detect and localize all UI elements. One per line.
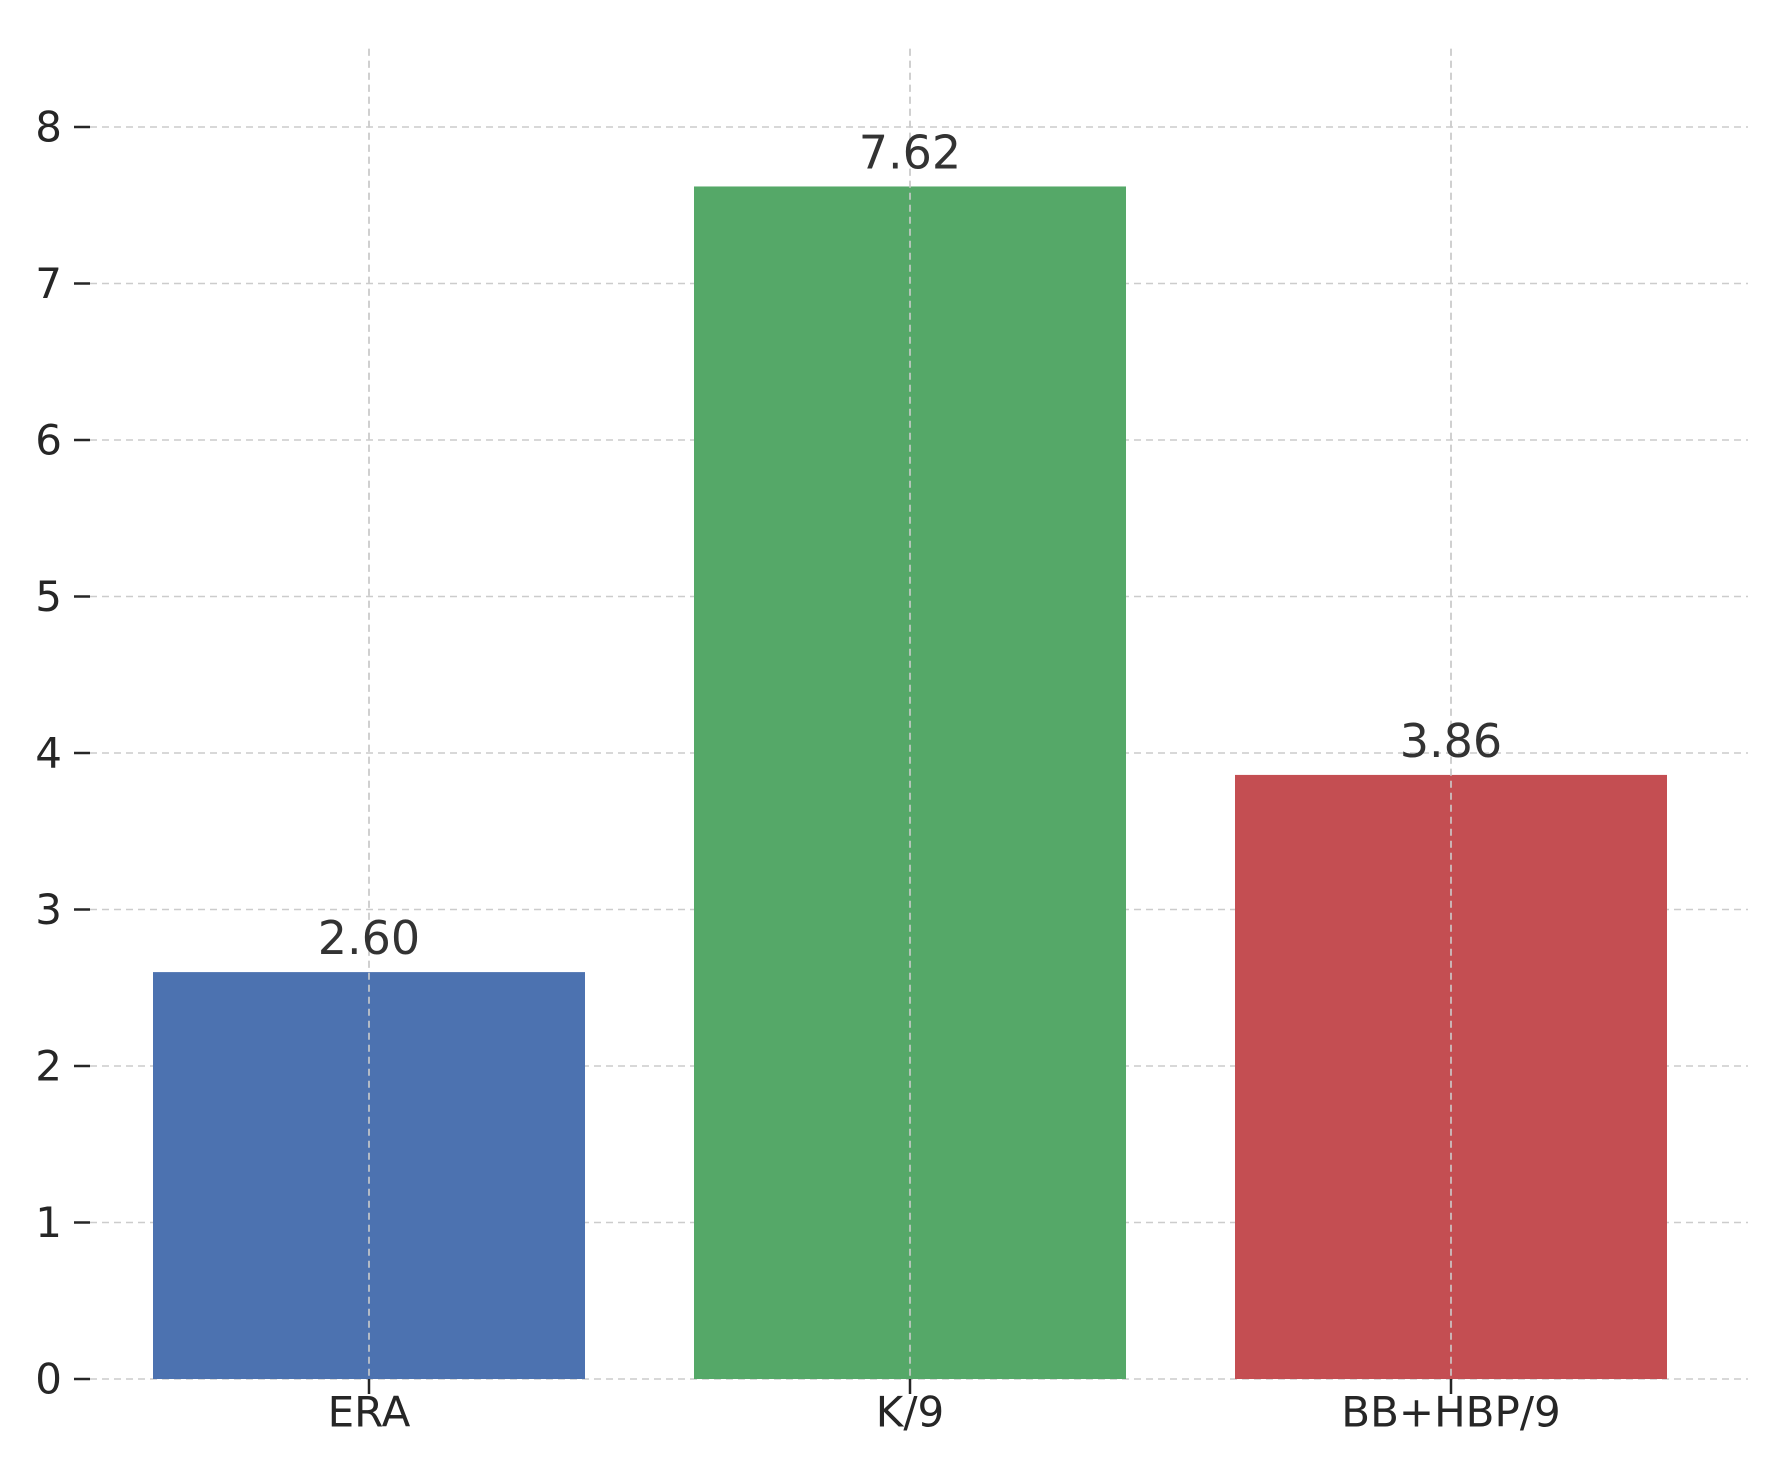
y-tick-label: 8	[35, 103, 62, 152]
bar-value-label: 7.62	[859, 125, 961, 179]
y-tick-label: 6	[35, 416, 62, 465]
x-tick-label: K/9	[876, 1388, 944, 1437]
y-tick-label: 7	[35, 259, 62, 308]
y-tick-label: 1	[35, 1198, 62, 1247]
y-tick-label: 0	[35, 1355, 62, 1404]
bars	[153, 48, 1667, 1380]
y-tick-label: 5	[35, 572, 62, 621]
y-tick-label: 3	[35, 885, 62, 934]
x-tick-label: BB+HBP/9	[1341, 1388, 1560, 1437]
y-tick-label: 2	[35, 1042, 62, 1091]
axes: 0 1 2 3 4 5 6 7 8 ERA K/9 BB+HBP/9	[35, 103, 1560, 1437]
x-tick-label: ERA	[328, 1388, 411, 1437]
bar-value-label: 3.86	[1400, 714, 1502, 768]
data-labels: 2.60 7.62 3.86	[318, 125, 1502, 965]
bar-value-label: 2.60	[318, 911, 420, 965]
y-tick-label: 4	[35, 729, 62, 778]
